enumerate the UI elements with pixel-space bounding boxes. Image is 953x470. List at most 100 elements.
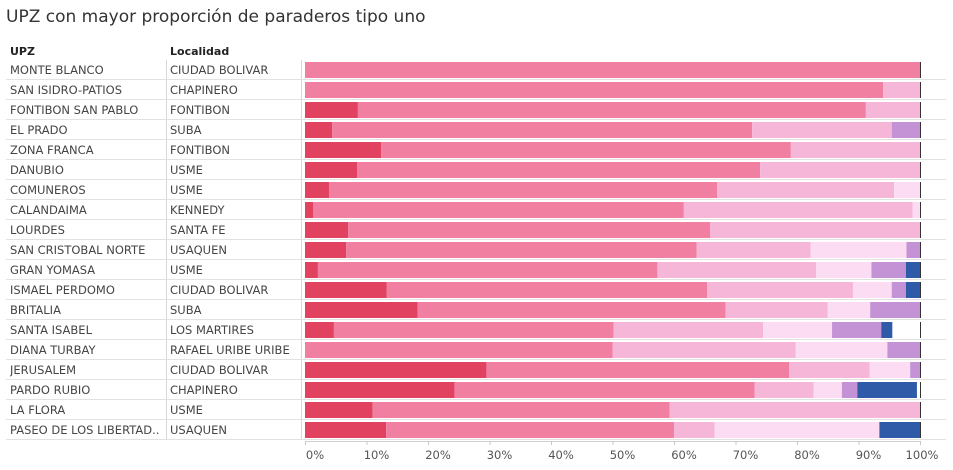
- bar-segment[interactable]: [879, 422, 920, 438]
- row-separator: [6, 99, 946, 100]
- bar-segment[interactable]: [305, 422, 387, 438]
- bar-segment[interactable]: [305, 282, 387, 298]
- bar-segment[interactable]: [841, 382, 858, 398]
- bar-segment[interactable]: [905, 262, 920, 278]
- table-row[interactable]: PASEO DE LOS LIBERTAD.. USAQUEN: [0, 420, 953, 440]
- bar-segment[interactable]: [795, 342, 888, 358]
- bar-segment[interactable]: [386, 422, 674, 438]
- bar-segment[interactable]: [714, 422, 880, 438]
- bar-segment[interactable]: [683, 202, 913, 218]
- bar-segment[interactable]: [305, 82, 884, 98]
- bar-segment[interactable]: [333, 322, 614, 338]
- table-row[interactable]: SANTA ISABEL LOS MARTIRES: [0, 320, 953, 340]
- table-row[interactable]: SAN ISIDRO-PATIOS CHAPINERO: [0, 80, 953, 100]
- bar-segment[interactable]: [613, 322, 764, 338]
- table-row[interactable]: ZONA FRANCA FONTIBON: [0, 140, 953, 160]
- bar-segment[interactable]: [871, 262, 906, 278]
- table-row[interactable]: BRITALIA SUBA: [0, 300, 953, 320]
- bar-segment[interactable]: [891, 282, 906, 298]
- bar-segment[interactable]: [332, 122, 753, 138]
- bar-segment[interactable]: [857, 382, 917, 398]
- bar-segment[interactable]: [357, 162, 761, 178]
- bar-segment[interactable]: [906, 242, 920, 258]
- bar-segment[interactable]: [905, 282, 920, 298]
- table-row[interactable]: JERUSALEM CIUDAD BOLIVAR: [0, 360, 953, 380]
- bar-segment[interactable]: [305, 362, 487, 378]
- bar-segment[interactable]: [386, 282, 708, 298]
- bar-segment[interactable]: [674, 422, 715, 438]
- bar-segment[interactable]: [305, 162, 358, 178]
- bar-segment[interactable]: [881, 322, 893, 338]
- table-row[interactable]: FONTIBON SAN PABLO FONTIBON: [0, 100, 953, 120]
- bar-segment[interactable]: [891, 122, 920, 138]
- bar-segment[interactable]: [372, 402, 670, 418]
- table-row[interactable]: SAN CRISTOBAL NORTE USAQUEN: [0, 240, 953, 260]
- bar-segment[interactable]: [417, 302, 726, 318]
- upz-column-header[interactable]: UPZ: [10, 45, 35, 58]
- bar-segment[interactable]: [725, 302, 828, 318]
- bar-segment[interactable]: [305, 202, 313, 218]
- bar-segment[interactable]: [313, 202, 684, 218]
- bar-segment[interactable]: [669, 402, 920, 418]
- bar-segment[interactable]: [760, 162, 920, 178]
- bar-segment[interactable]: [910, 362, 920, 378]
- bar-segment[interactable]: [305, 402, 373, 418]
- bar-segment[interactable]: [348, 222, 711, 238]
- table-row[interactable]: LA FLORA USME: [0, 400, 953, 420]
- bar-segment[interactable]: [894, 182, 920, 198]
- bar-segment[interactable]: [657, 262, 817, 278]
- table-row[interactable]: EL PRADO SUBA: [0, 120, 953, 140]
- bar-segment[interactable]: [317, 262, 658, 278]
- table-row[interactable]: CALANDAIMA KENNEDY: [0, 200, 953, 220]
- bar-segment[interactable]: [346, 242, 697, 258]
- bar-segment[interactable]: [790, 142, 920, 158]
- bar-segment[interactable]: [752, 122, 892, 138]
- bar-segment[interactable]: [357, 102, 866, 118]
- bar-segment[interactable]: [381, 142, 791, 158]
- bar-segment[interactable]: [710, 222, 921, 238]
- table-row[interactable]: GRAN YOMASA USME: [0, 260, 953, 280]
- bar-segment[interactable]: [305, 342, 613, 358]
- bar-segment[interactable]: [832, 322, 882, 338]
- bar-segment[interactable]: [865, 102, 920, 118]
- bar-segment[interactable]: [912, 202, 920, 218]
- bar-segment[interactable]: [870, 302, 920, 318]
- bar-segment[interactable]: [305, 222, 349, 238]
- bar-segment[interactable]: [305, 182, 329, 198]
- bar-segment[interactable]: [816, 262, 872, 278]
- bar-segment[interactable]: [305, 262, 318, 278]
- bar-segment[interactable]: [887, 342, 920, 358]
- bar-segment[interactable]: [612, 342, 796, 358]
- bar-segment[interactable]: [813, 382, 842, 398]
- bar-segment[interactable]: [883, 82, 920, 98]
- table-row[interactable]: DIANA TURBAY RAFAEL URIBE URIBE: [0, 340, 953, 360]
- bar-segment[interactable]: [305, 122, 333, 138]
- bar-segment[interactable]: [454, 382, 755, 398]
- bar-segment[interactable]: [827, 302, 871, 318]
- bar-segment[interactable]: [305, 62, 920, 78]
- bar-segment[interactable]: [789, 362, 870, 378]
- bar-segment[interactable]: [305, 382, 455, 398]
- localidad-column-header[interactable]: Localidad: [170, 45, 230, 58]
- bar-segment[interactable]: [305, 302, 418, 318]
- bar-segment[interactable]: [717, 182, 895, 198]
- table-row[interactable]: ISMAEL PERDOMO CIUDAD BOLIVAR: [0, 280, 953, 300]
- bar-segment[interactable]: [696, 242, 811, 258]
- table-row[interactable]: LOURDES SANTA FE: [0, 220, 953, 240]
- table-row[interactable]: COMUNEROS USME: [0, 180, 953, 200]
- bar-segment[interactable]: [305, 322, 334, 338]
- bar-segment[interactable]: [305, 102, 358, 118]
- table-row[interactable]: PARDO RUBIO CHAPINERO: [0, 380, 953, 400]
- bar-segment[interactable]: [869, 362, 911, 378]
- bar-segment[interactable]: [707, 282, 853, 298]
- table-row[interactable]: MONTE BLANCO CIUDAD BOLIVAR: [0, 60, 953, 80]
- bar-segment[interactable]: [328, 182, 718, 198]
- bar-segment[interactable]: [486, 362, 790, 378]
- bar-segment[interactable]: [810, 242, 907, 258]
- bar-segment[interactable]: [852, 282, 892, 298]
- bar-segment[interactable]: [754, 382, 814, 398]
- bar-segment[interactable]: [763, 322, 833, 338]
- bar-segment[interactable]: [305, 242, 347, 258]
- bar-segment[interactable]: [305, 142, 382, 158]
- table-row[interactable]: DANUBIO USME: [0, 160, 953, 180]
